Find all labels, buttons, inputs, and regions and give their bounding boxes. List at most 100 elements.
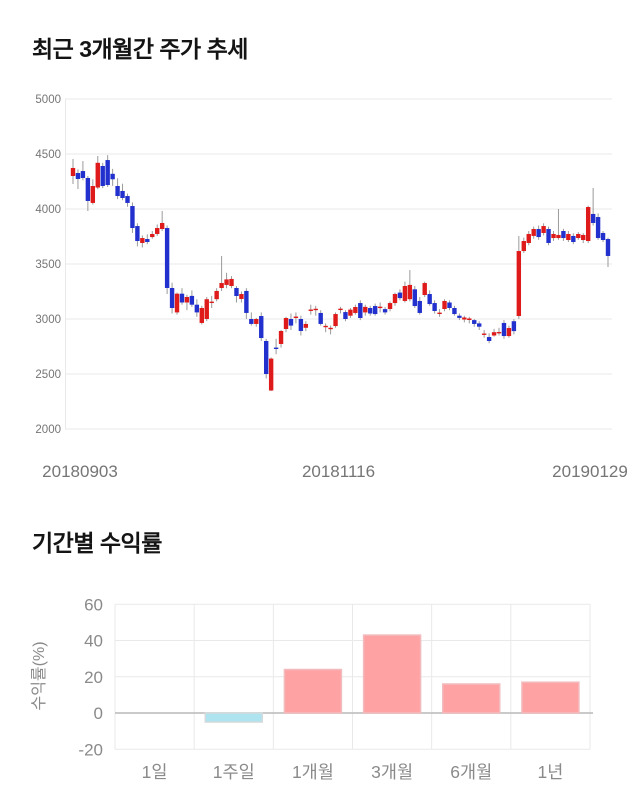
candle-body [546, 229, 551, 243]
candle-body [194, 304, 200, 313]
candle-body [427, 294, 432, 305]
price-y-tick-label: 2000 [35, 424, 61, 436]
returns-bar [283, 668, 343, 714]
candle-body [486, 337, 492, 341]
candle-body [179, 293, 185, 303]
candle-body [120, 190, 125, 198]
returns-y-tick-label: 20 [84, 668, 103, 687]
candle-body [90, 186, 96, 203]
returns-bar [442, 683, 501, 714]
candle-body [159, 222, 165, 230]
candle-body [189, 295, 195, 305]
candle-body [214, 290, 219, 300]
candle-body [526, 233, 531, 243]
returns-x-tick-label: 1주일 [213, 762, 255, 782]
candle-body [442, 300, 447, 309]
candle-body [209, 301, 214, 304]
candle-body [95, 162, 100, 188]
candle-body [353, 307, 358, 313]
candle-body [516, 251, 522, 317]
candle-body [511, 321, 517, 332]
price-x-axis-label: 20181116 [302, 462, 375, 481]
returns-y-tick-label: 40 [84, 632, 103, 651]
candle-body [605, 239, 611, 256]
candle-body [229, 278, 234, 286]
candle-body [397, 292, 403, 299]
returns-bar-chart: 60 40 20 0 -20 1일 1주일 1개월 3개월 6개월 1년 수익률(%) [30, 595, 593, 782]
candle-body [343, 312, 348, 319]
candle-body [293, 316, 299, 318]
returns-y-tick-label: -20 [78, 740, 103, 759]
candle-body [467, 318, 472, 320]
candle-body [70, 167, 76, 176]
price-y-tick-label: 4500 [35, 149, 61, 161]
candle-body [298, 319, 304, 331]
returns-chart-title: 기간별 수익률 [32, 530, 162, 556]
returns-bar [204, 712, 263, 723]
candle-body [363, 306, 368, 313]
candle-body [590, 213, 596, 223]
candle-body [239, 294, 244, 299]
candle-body [506, 328, 512, 337]
candle-body [140, 238, 145, 243]
returns-bar [362, 634, 422, 714]
candle-body [412, 289, 418, 307]
candle-body [328, 327, 333, 330]
candle-body [556, 234, 561, 239]
candle-body [377, 306, 383, 309]
candle-body [541, 226, 546, 233]
returns-x-tick-label: 1일 [142, 762, 168, 782]
price-x-axis-label: 20180903 [42, 462, 118, 481]
candle-body [115, 186, 120, 197]
candle-body [204, 299, 209, 319]
candle-body [199, 308, 204, 323]
candle-body [254, 319, 259, 324]
candle-body [561, 231, 566, 239]
candle-body [130, 206, 135, 229]
candle-body [224, 279, 229, 285]
price-x-axis-label: 20190129 [552, 462, 628, 481]
candle-body [481, 333, 487, 335]
candle-body [234, 287, 239, 297]
candle-body [417, 300, 422, 313]
candle-body [581, 234, 586, 241]
price-chart-title: 최근 3개월간 주가 추세 [32, 36, 248, 62]
candle-body [447, 302, 452, 308]
returns-y-tick-label: 0 [94, 704, 103, 723]
candle-body [585, 207, 591, 242]
candle-body [600, 232, 606, 241]
candle-body [184, 297, 190, 303]
price-y-tick-label: 5000 [35, 94, 61, 106]
returns-x-tick-label: 6개월 [450, 762, 492, 782]
price-candlestick-chart: 5000 4500 4000 3500 3000 2500 2000 20180903 2018… [35, 94, 628, 481]
candle-body [348, 309, 353, 316]
candle-body [75, 173, 81, 179]
candle-body [536, 229, 541, 238]
candle-body [110, 173, 115, 180]
candle-body [571, 235, 576, 242]
candle-body [105, 160, 110, 186]
returns-x-tick-label: 1년 [537, 762, 563, 782]
candle-body [501, 322, 507, 337]
price-y-tick-label: 3500 [35, 259, 61, 271]
candle-body [452, 308, 457, 315]
candle-body [407, 284, 413, 300]
candle-body [303, 323, 309, 328]
candle-body [219, 283, 224, 288]
candle-body [462, 317, 467, 320]
candle-body [155, 228, 160, 234]
candle-body [432, 303, 437, 311]
returns-bar [521, 681, 580, 714]
candle-body [174, 293, 180, 313]
candle-body [496, 331, 502, 334]
candle-body [437, 312, 442, 315]
candle-body [392, 294, 398, 304]
candle-body [368, 308, 373, 314]
price-y-tick-label: 3000 [35, 314, 61, 326]
price-y-tick-label: 4000 [35, 204, 61, 216]
candle-body [85, 177, 91, 201]
candle-body [521, 241, 526, 252]
candle-body [278, 330, 284, 344]
candle-body [457, 315, 462, 318]
candle-body [551, 233, 556, 239]
